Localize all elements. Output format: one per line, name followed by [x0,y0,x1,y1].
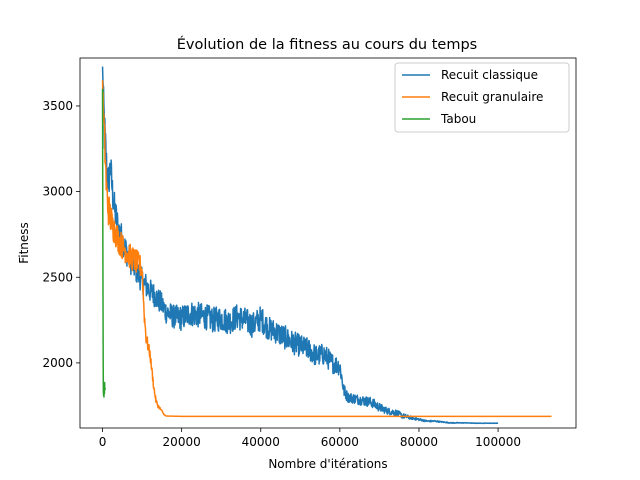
legend-box [394,62,570,133]
legend: Recuit classique Recuit granulaire Tabou [394,62,570,133]
series-line-recuit-classique [101,66,499,425]
x-axis-title: Nombre d'itérations [268,457,387,471]
y-tick-label: 3000 [42,185,73,199]
y-tick-label: 3500 [42,99,73,113]
y-axis-ticks: 2000 2500 3000 3500 [42,99,80,370]
y-tick-label: 2000 [42,356,73,370]
x-axis-ticks: 0 20000 40000 60000 80000 100000 [99,428,521,449]
x-tick-label: 0 [99,435,107,449]
y-axis-title: Fitness [17,222,31,264]
x-tick-label: 100000 [475,435,521,449]
chart-title: Évolution de la fitness au cours du temp… [177,36,477,53]
plot-frame [79,57,577,429]
legend-label: Recuit classique [441,68,538,82]
x-tick-label: 60000 [321,435,359,449]
series-layer [101,66,552,425]
x-tick-label: 20000 [163,435,201,449]
legend-label: Recuit granulaire [441,90,543,104]
series-line-tabou [101,88,106,398]
x-tick-label: 80000 [400,435,438,449]
y-tick-label: 2500 [42,270,73,284]
x-tick-label: 40000 [242,435,280,449]
series-line-recuit-granulaire [101,80,552,418]
legend-label: Tabou [440,112,476,126]
